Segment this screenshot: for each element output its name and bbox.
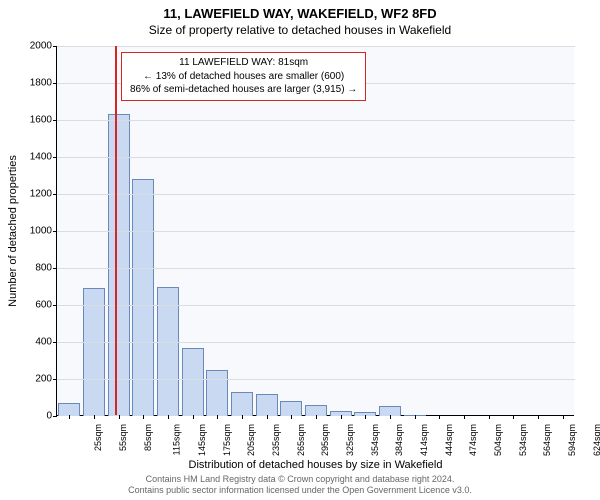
ytick-label: 1600 (12, 115, 52, 126)
xtick-label: 564sqm (542, 424, 552, 456)
ytick-label: 600 (12, 300, 52, 311)
xtick-mark (143, 415, 144, 419)
ytick-mark (53, 416, 57, 417)
gridline (57, 379, 575, 380)
footer: Contains HM Land Registry data © Crown c… (0, 474, 600, 497)
xtick-label: 354sqm (370, 424, 380, 456)
xtick-mark (415, 415, 416, 419)
ytick-label: 2000 (12, 41, 52, 52)
xtick-label: 504sqm (493, 424, 503, 456)
xtick-label: 55sqm (118, 424, 128, 451)
title-subtitle: Size of property relative to detached ho… (0, 21, 600, 37)
xtick-mark (168, 415, 169, 419)
ytick-label: 200 (12, 374, 52, 385)
ytick-label: 800 (12, 263, 52, 274)
xtick-mark (563, 415, 564, 419)
annotation-line-1: 11 LAWEFIELD WAY: 81sqm (130, 56, 357, 70)
chart: Number of detached properties Distributi… (56, 46, 574, 416)
ytick-mark (53, 157, 57, 158)
xtick-label: 594sqm (567, 424, 577, 456)
ytick-mark (53, 194, 57, 195)
ytick-mark (53, 379, 57, 380)
xtick-mark (193, 415, 194, 419)
property-marker-line (115, 46, 117, 415)
xtick-mark (538, 415, 539, 419)
xtick-label: 444sqm (444, 424, 454, 456)
xtick-label: 624sqm (592, 424, 600, 456)
xtick-label: 474sqm (468, 424, 478, 456)
xtick-mark (291, 415, 292, 419)
ytick-mark (53, 268, 57, 269)
histogram-bar (206, 370, 228, 416)
ytick-mark (53, 83, 57, 84)
xtick-mark (94, 415, 95, 419)
xtick-label: 384sqm (394, 424, 404, 456)
annotation-line-2: ← 13% of detached houses are smaller (60… (130, 70, 357, 84)
gridline (57, 120, 575, 121)
xtick-label: 235sqm (271, 424, 281, 456)
xtick-mark (242, 415, 243, 419)
ytick-mark (53, 342, 57, 343)
annotation-box: 11 LAWEFIELD WAY: 81sqm← 13% of detached… (121, 52, 366, 101)
ytick-mark (53, 46, 57, 47)
xtick-label: 265sqm (296, 424, 306, 456)
plot-area: Number of detached properties Distributi… (56, 46, 574, 416)
ytick-mark (53, 305, 57, 306)
annotation-line-3: 86% of semi-detached houses are larger (… (130, 83, 357, 97)
title-address: 11, LAWEFIELD WAY, WAKEFIELD, WF2 8FD (0, 0, 600, 21)
xtick-mark (513, 415, 514, 419)
xtick-mark (69, 415, 70, 419)
xtick-mark (316, 415, 317, 419)
xtick-mark (341, 415, 342, 419)
ytick-label: 1800 (12, 78, 52, 89)
gridline (57, 268, 575, 269)
ytick-label: 1200 (12, 189, 52, 200)
xtick-label: 205sqm (246, 424, 256, 456)
histogram-bar (83, 288, 105, 416)
xtick-mark (439, 415, 440, 419)
xtick-mark (489, 415, 490, 419)
xtick-mark (217, 415, 218, 419)
xtick-mark (119, 415, 120, 419)
histogram-bar (182, 348, 204, 416)
gridline (57, 157, 575, 158)
histogram-bar (132, 179, 154, 416)
footer-line-1: Contains HM Land Registry data © Crown c… (0, 474, 600, 485)
histogram-bar (231, 392, 253, 416)
histogram-bar (280, 401, 302, 416)
xtick-mark (365, 415, 366, 419)
xtick-label: 175sqm (222, 424, 232, 456)
xtick-label: 534sqm (518, 424, 528, 456)
gridline (57, 305, 575, 306)
ytick-label: 400 (12, 337, 52, 348)
gridline (57, 46, 575, 47)
ytick-mark (53, 231, 57, 232)
ytick-label: 1400 (12, 152, 52, 163)
ytick-label: 0 (12, 411, 52, 422)
gridline (57, 231, 575, 232)
chart-container: 11, LAWEFIELD WAY, WAKEFIELD, WF2 8FD Si… (0, 0, 600, 500)
histogram-bar (256, 394, 278, 416)
gridline (57, 342, 575, 343)
xtick-label: 115sqm (172, 424, 182, 455)
xtick-label: 325sqm (345, 424, 355, 456)
x-axis-label: Distribution of detached houses by size … (189, 459, 443, 471)
xtick-label: 145sqm (197, 424, 207, 456)
xtick-mark (464, 415, 465, 419)
xtick-label: 295sqm (320, 424, 330, 456)
xtick-label: 414sqm (419, 424, 429, 456)
footer-line-2: Contains public sector information licen… (0, 485, 600, 496)
xtick-mark (390, 415, 391, 419)
ytick-mark (53, 120, 57, 121)
xtick-label: 85sqm (143, 424, 153, 451)
ytick-label: 1000 (12, 226, 52, 237)
histogram-bar (108, 114, 130, 416)
xtick-label: 25sqm (93, 424, 103, 451)
gridline (57, 194, 575, 195)
xtick-mark (267, 415, 268, 419)
